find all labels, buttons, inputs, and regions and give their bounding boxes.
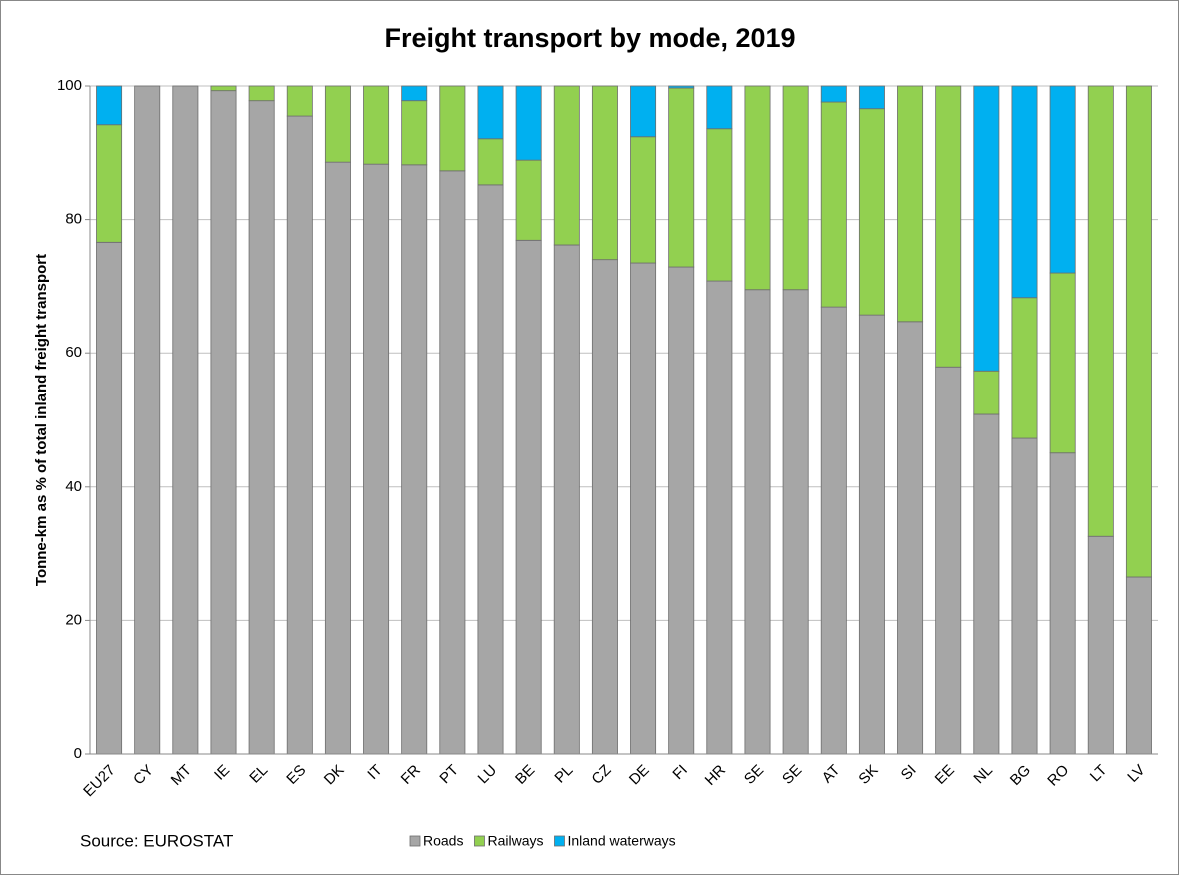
bar-segment <box>1087 85 1114 537</box>
bar-segment <box>1011 437 1038 755</box>
bar-segment <box>401 100 428 166</box>
bar-segment <box>477 138 504 186</box>
bar-segment <box>324 161 351 755</box>
bar-segment <box>477 85 504 140</box>
bar-segment <box>96 124 123 243</box>
bar-segment <box>782 85 809 291</box>
bar-segment <box>1125 85 1152 578</box>
bar-segment <box>820 101 847 308</box>
legend-label: Railways <box>487 833 543 849</box>
bar-segment <box>515 239 542 755</box>
bar-segment <box>744 85 771 291</box>
y-axis-label: Tonne-km as % of total inland freight tr… <box>33 254 50 586</box>
bar-segment <box>973 85 1000 372</box>
bar-segment <box>515 85 542 161</box>
bar-segment <box>935 366 962 755</box>
bar-segment <box>897 85 924 323</box>
bar-segment <box>820 85 847 103</box>
bar-segment <box>248 100 275 755</box>
bar-segment <box>706 280 733 755</box>
bar-segment <box>897 321 924 755</box>
bar-segment <box>973 413 1000 755</box>
bar-segment <box>96 85 123 126</box>
y-tick-label: 20 <box>65 611 82 628</box>
bar-segment <box>1049 452 1076 755</box>
bar-segment <box>1011 297 1038 439</box>
bar-segment <box>286 85 313 117</box>
bar-segment <box>96 241 123 755</box>
bar-segment <box>210 85 237 92</box>
bar-segment <box>630 85 657 138</box>
legend-label: Roads <box>423 833 463 849</box>
bar-segment <box>515 159 542 241</box>
bar-segment <box>668 266 695 755</box>
bar-segment <box>858 314 885 755</box>
bar-segment <box>439 170 466 755</box>
bar-segment <box>324 85 351 163</box>
source-note: Source: EUROSTAT <box>80 831 233 850</box>
bar-segment <box>630 136 657 264</box>
bar-segment <box>935 85 962 368</box>
bar-segment <box>363 85 390 165</box>
bar-segment <box>744 289 771 755</box>
bar-segment <box>858 85 885 110</box>
bar-segment <box>401 85 428 102</box>
bar-segment <box>1087 535 1114 755</box>
bar-segment <box>1049 85 1076 274</box>
bar-segment <box>210 90 237 755</box>
bar-segment <box>630 262 657 755</box>
bar-segment <box>591 259 618 755</box>
bar-segment <box>973 370 1000 415</box>
bar-segment <box>172 85 199 755</box>
bar-segment <box>820 306 847 755</box>
bar-segment <box>706 85 733 130</box>
bar-segment <box>591 85 618 261</box>
bar-segment <box>286 115 313 755</box>
bar-segment <box>553 85 580 246</box>
legend-swatch <box>474 835 485 847</box>
bar-segment <box>439 85 466 172</box>
bar-segment <box>858 108 885 316</box>
legend-swatch <box>554 835 565 847</box>
bar-segment <box>248 85 275 102</box>
y-tick-label: 40 <box>65 478 82 495</box>
y-tick-label: 100 <box>57 77 82 94</box>
bar-segment <box>1011 85 1038 299</box>
bar-segment <box>477 184 504 755</box>
bar-segment <box>1049 272 1076 454</box>
bar-segment <box>363 163 390 755</box>
bar-segment <box>401 164 428 755</box>
chart-title: Freight transport by mode, 2019 <box>384 23 795 53</box>
y-tick-label: 60 <box>65 344 82 361</box>
bar-segment <box>782 289 809 755</box>
legend-swatch <box>409 835 421 847</box>
y-tick-label: 80 <box>65 211 82 228</box>
legend-label: Inland waterways <box>567 833 675 849</box>
bar-segment <box>668 87 695 268</box>
bar-segment <box>1125 576 1152 755</box>
y-tick-label: 0 <box>74 745 82 762</box>
bar-segment <box>668 85 695 89</box>
bar-segment <box>553 244 580 755</box>
bar-segment <box>134 85 161 755</box>
bar-segment <box>706 128 733 282</box>
